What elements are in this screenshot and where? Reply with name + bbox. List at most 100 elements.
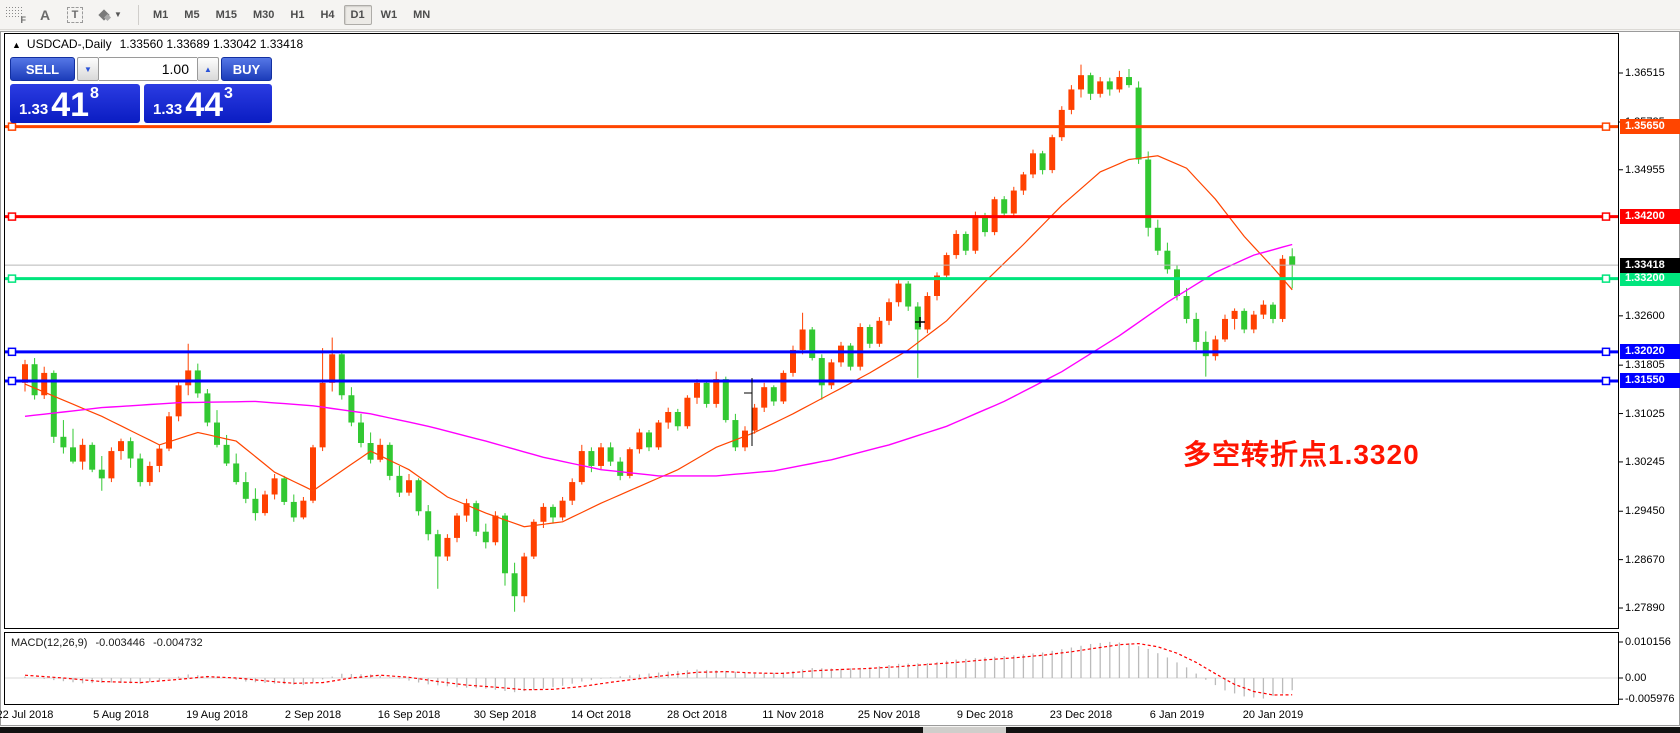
candle [444,537,451,557]
candle [137,458,144,483]
volume-decrease-button[interactable]: ▼ [77,57,99,81]
timeframe-H4[interactable]: H4 [320,8,335,21]
candle [1260,304,1267,315]
candle [434,534,441,557]
hline-handle[interactable] [1601,274,1611,283]
candle [636,432,643,450]
price-badge-1.31550: 1.31550 [1620,373,1680,389]
candles [22,64,1296,612]
hline-handle[interactable] [7,347,17,357]
candle [1193,318,1200,342]
hline-handle[interactable] [1601,347,1611,357]
volume-increase-button[interactable]: ▲ [197,57,219,81]
timeframe-W1[interactable]: W1 [380,8,398,21]
one-click-trade-panel: SELL ▼ ▲ BUY 1.33 41 8 1.33 44 3 [10,57,274,123]
timeframe-H1[interactable]: H1 [290,8,305,21]
date-label: 16 Sep 2018 [377,709,441,721]
candle [684,397,691,427]
candle [799,329,806,350]
candle [1270,304,1276,319]
timeframe-M30[interactable]: M30 [252,8,275,21]
macd-subwindow[interactable] [4,632,1619,705]
chevron-down-icon: ▼ [114,10,122,19]
date-label: 22 Jul 2018 [0,709,54,721]
macd-tick--0.005976: -0.005976 [1625,693,1675,706]
date-label: 2 Sep 2018 [284,709,342,721]
candle [886,302,892,321]
text-tool-icon[interactable]: T [60,3,90,27]
candle [406,480,412,493]
candle [98,469,105,479]
volume-input[interactable] [99,57,197,81]
candle [751,407,758,431]
timeframe-M15[interactable]: M15 [215,8,237,21]
buy-price-display[interactable]: 1.33 44 3 [144,84,272,123]
candle [319,382,326,448]
candle [1164,250,1171,270]
price-chart-area[interactable] [4,33,1619,629]
candle [1126,77,1132,86]
sell-button[interactable]: SELL [10,57,75,81]
macd-indicator-label: MACD(12,26,9) -0.003446 -0.004732 [11,637,208,649]
candle [1231,310,1238,319]
macd-name: MACD(12,26,9) [11,637,88,649]
candle [828,362,835,386]
candle [22,364,28,383]
hline-handle[interactable] [1601,376,1611,386]
candle [1116,77,1123,90]
hline-handle[interactable] [1601,212,1611,221]
timeframe-M1[interactable]: M1 [153,8,169,21]
candle [511,573,518,597]
hline-handle[interactable] [1601,122,1611,131]
sell-price-display[interactable]: 1.33 41 8 [10,84,140,123]
candle [1212,339,1219,357]
date-label: 14 Oct 2018 [571,709,631,721]
timeframe-MN[interactable]: MN [413,8,431,21]
candle [70,447,76,462]
buy-button[interactable]: BUY [221,57,272,81]
text-label-tool-icon[interactable]: A [39,6,51,23]
candle [1202,341,1209,357]
candle [50,372,57,437]
candle [982,215,988,233]
date-label: 5 Aug 2018 [93,709,149,721]
price-badge-1.34200: 1.34200 [1620,209,1680,225]
candle [1145,159,1152,228]
candle [1289,256,1296,266]
candle [1068,89,1075,110]
hline-handle[interactable] [7,274,17,283]
price-tick-1.34955: 1.34955 [1625,163,1665,176]
candle [1106,81,1113,90]
hline-handle[interactable] [7,122,17,131]
dotted-grid-icon: F [6,7,26,25]
candle [185,370,192,386]
candle [377,444,384,460]
macd-signal-line [24,642,1293,696]
timeframe-M5[interactable]: M5 [184,8,200,21]
candle [655,422,662,448]
candle [1097,81,1104,94]
candle [674,411,681,427]
pattern-stamp-icon[interactable]: F [0,3,30,27]
hline-handle[interactable] [7,376,17,386]
chart-window [0,31,1680,726]
shapes-tool[interactable]: ▼ [90,3,132,27]
candle [588,451,595,466]
price-tick-1.27890: 1.27890 [1625,602,1665,614]
candle [415,480,422,512]
ma-slow-line [24,243,1293,477]
collapse-panel-icon[interactable]: ▲ [12,40,21,50]
candle [934,275,940,296]
candle [540,506,547,522]
candle [953,233,960,256]
current-price-badge: 1.33418 [1620,257,1680,273]
candle [626,449,633,476]
candle [492,515,499,543]
candle [857,327,864,367]
timeframe-D1[interactable]: D1 [343,4,372,25]
hline-handle[interactable] [7,212,17,221]
candle [358,422,364,444]
candle [1039,153,1046,171]
candle [233,463,240,483]
candle [204,393,211,423]
